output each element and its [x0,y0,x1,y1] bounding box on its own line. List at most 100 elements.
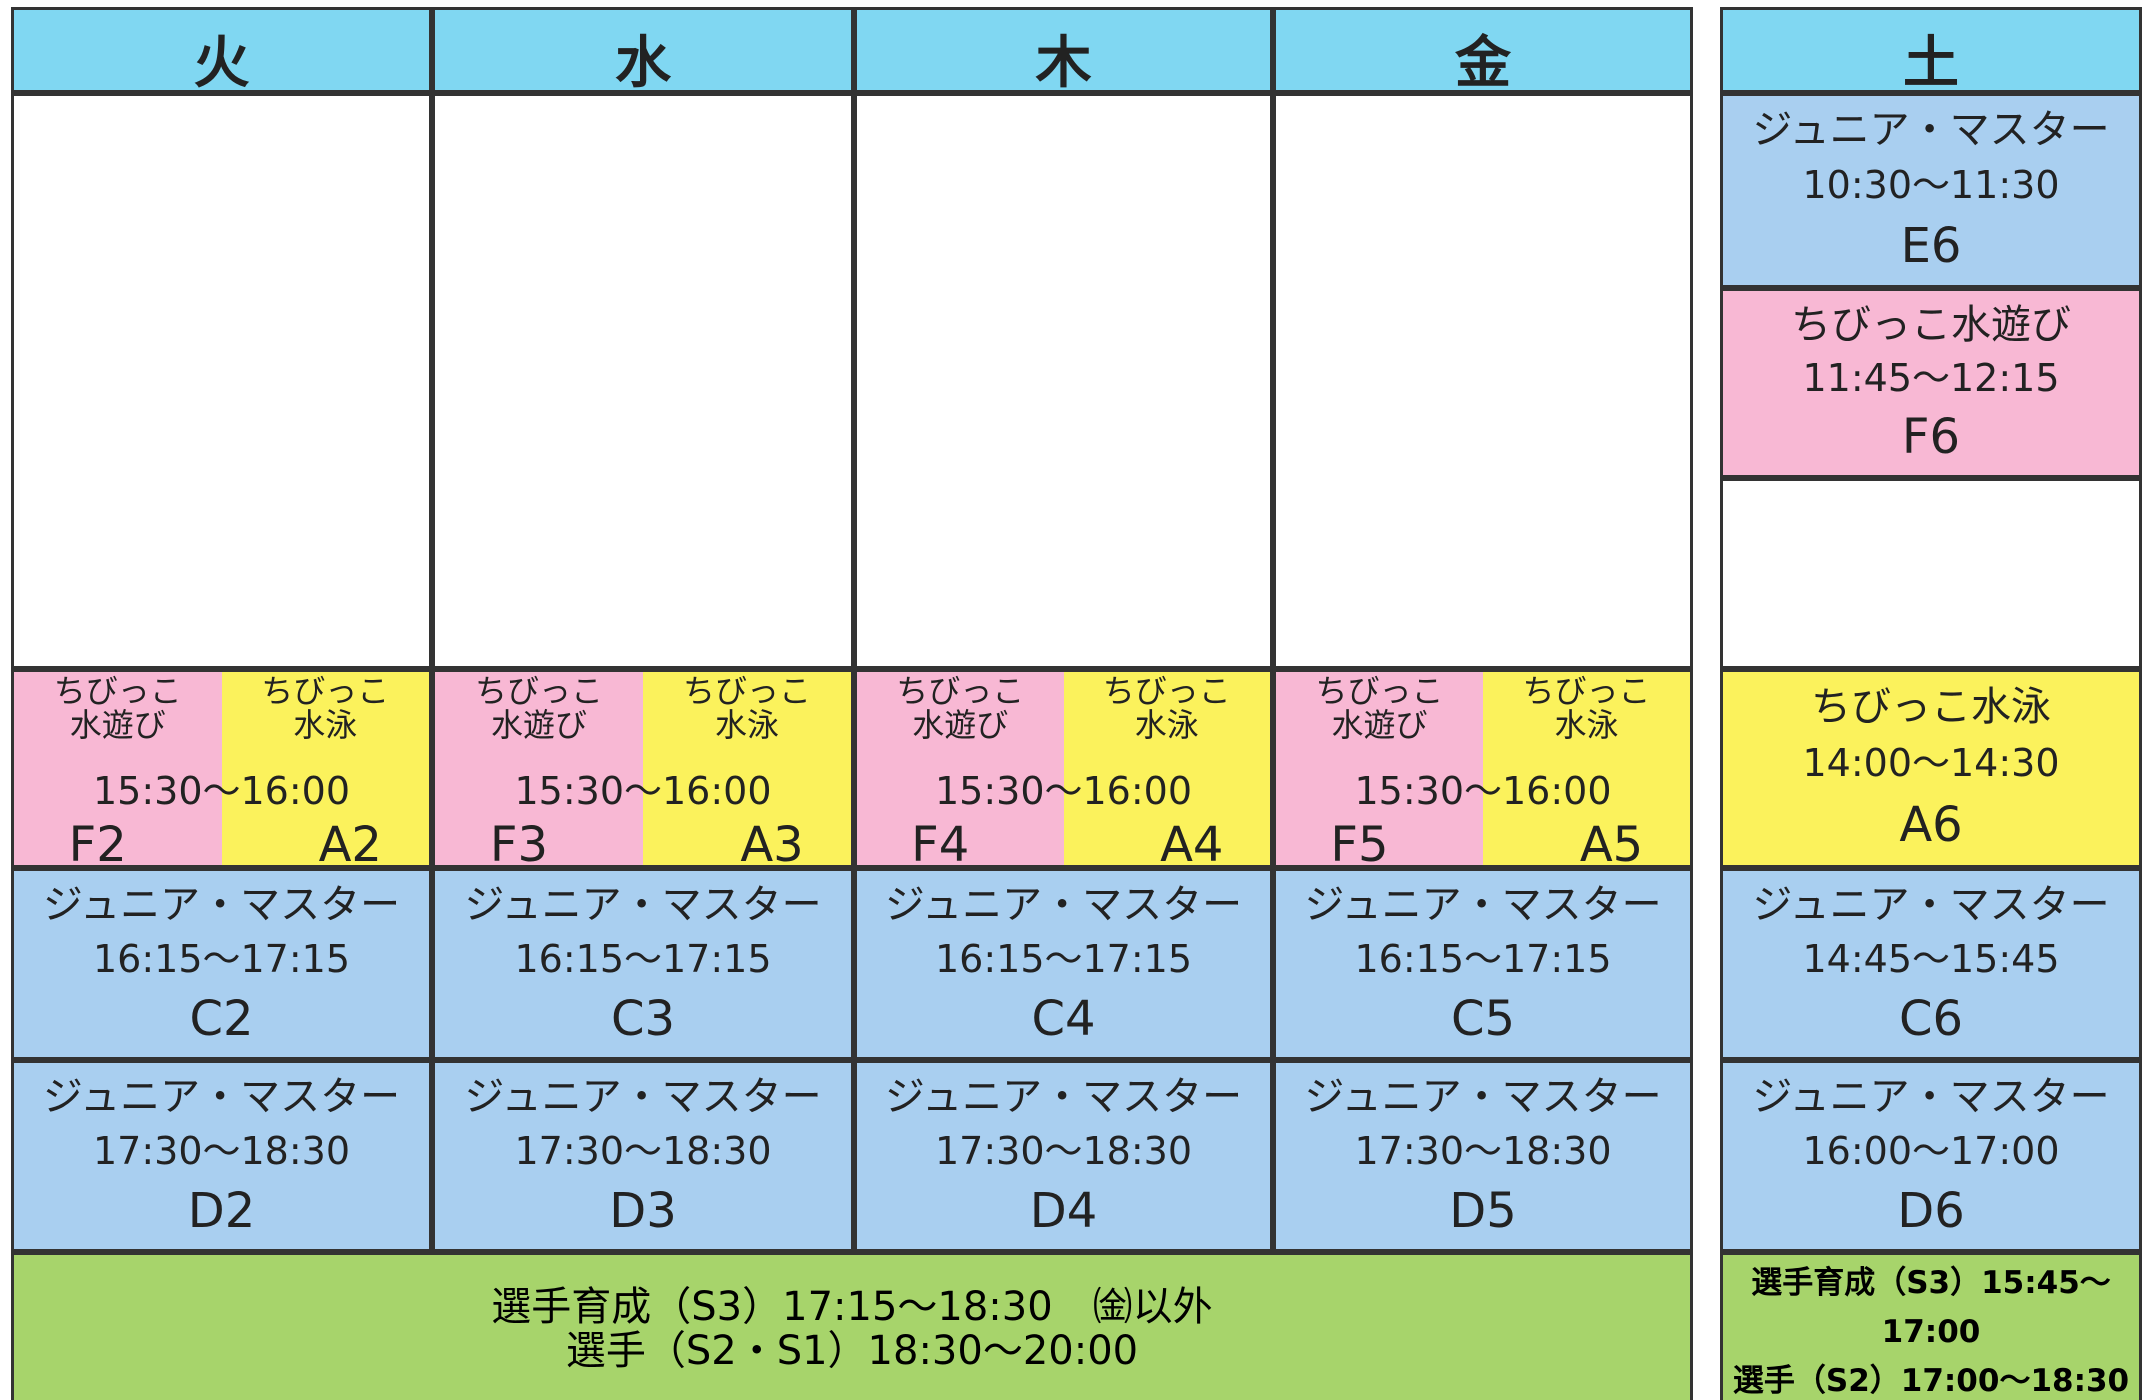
kids-code: F4 [911,817,970,873]
footer-line: 選手（S2・S1）18:30～20:00 [565,1328,1139,1374]
session-code: E6 [1900,218,1962,275]
session-name: ジュニア・マスター [884,881,1243,928]
kids-label: ちびっこ [1315,672,1444,710]
day-header: 水 [432,7,854,96]
kids-label: 水泳 [293,706,358,744]
session-cell: ジュニア・マスター 16:15～17:15 C4 [854,868,1273,1060]
footer-line: 選手（S2）17:00～18:30 [1732,1363,2130,1399]
session-name: ジュニア・マスター [1752,107,2110,154]
kids-time: 15:30～16:00 [934,769,1193,813]
session-time: 16:15～17:15 [514,936,772,981]
kids-label: ちびっこ [682,672,811,710]
day-header: 火 [11,7,432,96]
session-cell: ジュニア・マスター 10:30～11:30 E6 [1720,93,2142,288]
footer-line: 選手育成（S3）15:45～17:00 [1751,1265,2111,1350]
illustration-cell [854,93,1273,669]
kids-code: A2 [318,817,382,873]
day-header: 土 [1720,7,2142,96]
session-code: C5 [1450,990,1516,1047]
day-header: 木 [854,7,1273,96]
session-time: 17:30～18:30 [934,1128,1193,1173]
illustration-cell [1273,93,1693,669]
session-time: 16:15～17:15 [1354,936,1612,981]
day-label: 土 [1903,31,1959,96]
session-cell: ジュニア・マスター 16:15～17:15 C2 [11,868,432,1060]
kids-label: ちびっこ [896,672,1025,710]
kids-label: 水遊び [490,706,587,744]
session-time: 11:45～12:15 [1802,355,2060,400]
session-time: 16:15～17:15 [92,936,351,981]
session-time: 17:30～18:30 [514,1128,772,1173]
session-cell: ジュニア・マスター 16:15～17:15 C3 [432,868,854,1060]
session-time: 16:15～17:15 [934,936,1193,981]
session-code: D3 [609,1182,677,1239]
session-cell: ジュニア・マスター 17:30～18:30 D2 [11,1060,432,1252]
kids-code: F2 [68,817,127,873]
kids-cell: ちびっこ 水遊び ちびっこ 水泳 15:30～16:00 F5 A5 [1273,669,1693,873]
session-name: ジュニア・マスター [1304,881,1662,928]
session-name: ちびっこ水遊び [1791,301,2071,348]
day-label: 木 [1035,31,1092,96]
yellow-half [1063,672,1270,865]
session-code: C2 [189,990,254,1047]
kids-code: A4 [1160,817,1224,873]
kids-cell: ちびっこ 水遊び ちびっこ 水泳 15:30～16:00 F4 A4 [854,669,1273,873]
day-label: 水 [615,31,671,96]
session-name: ジュニア・マスター [1304,1073,1662,1120]
session-name: ジュニア・マスター [464,881,822,928]
footer-line: 選手育成（S3）17:15～18:30 ㈮以外 [491,1284,1213,1330]
kids-cell: ちびっこ 水遊び ちびっこ 水泳 15:30～16:00 F2 A2 [11,669,432,873]
session-cell: ちびっこ水遊び 11:45～12:15 F6 [1720,288,2142,478]
illustration-cell [432,93,854,669]
kids-label: ちびっこ [1102,672,1231,710]
session-cell: ジュニア・マスター 16:15～17:15 C5 [1273,868,1693,1060]
yellow-half [221,672,429,865]
kids-label: ちびっこ [261,672,390,710]
session-time: 17:30～18:30 [92,1128,351,1173]
session-time: 16:00～17:00 [1802,1128,2060,1173]
yellow-half [643,672,851,865]
session-code: D6 [1897,1182,1965,1239]
kids-label: 水泳 [1134,706,1199,744]
session-name: ジュニア・マスター [42,1073,401,1120]
yellow-half [1483,672,1690,865]
session-code: F6 [1901,408,1961,465]
session-code: C3 [610,990,676,1047]
kids-cell: ちびっこ 水遊び ちびっこ 水泳 15:30～16:00 F3 A3 [432,669,854,873]
kids-label: ちびっこ [474,672,603,710]
session-cell: ちびっこ水泳 14:00～14:30 A6 [1720,669,2142,868]
session-code: C4 [1031,990,1096,1047]
day-label: 金 [1455,31,1511,96]
session-code: D5 [1449,1182,1517,1239]
session-time: 14:45～15:45 [1802,936,2060,981]
session-cell: ジュニア・マスター 16:00～17:00 D6 [1720,1060,2142,1252]
day-header: 金 [1273,7,1693,96]
session-name: ジュニア・マスター [464,1073,822,1120]
kids-code: F3 [489,817,549,873]
kids-label: 水遊び [69,706,166,744]
kids-label: 水遊び [912,706,1009,744]
empty-cell [1720,478,2142,669]
footer-cell: 選手育成（S3）17:15～18:30 ㈮以外 選手（S2・S1）18:30～20… [11,1252,1693,1400]
kids-label: ちびっこ [53,672,182,710]
session-name: ジュニア・マスター [884,1073,1243,1120]
footer-cell: 選手育成（S3）15:45～17:00選手（S2）17:00～18:30選手（S… [1720,1252,2142,1400]
kids-label: ちびっこ [1522,672,1651,710]
session-time: 14:00～14:30 [1802,741,2060,786]
kids-time: 15:30～16:00 [514,769,772,813]
kids-label: 水泳 [1554,706,1619,744]
session-name: ちびっこ水泳 [1811,684,2051,731]
day-label: 火 [193,31,250,96]
session-name: ジュニア・マスター [42,881,401,928]
session-cell: ジュニア・マスター 14:45～15:45 C6 [1720,868,2142,1060]
session-name: ジュニア・マスター [1752,881,2110,928]
session-time: 17:30～18:30 [1354,1128,1612,1173]
session-code: C6 [1898,990,1964,1047]
kids-code: F5 [1330,817,1389,873]
kids-label: 水遊び [1331,706,1428,744]
session-cell: ジュニア・マスター 17:30～18:30 D5 [1273,1060,1693,1252]
session-cell: ジュニア・マスター 17:30～18:30 D4 [854,1060,1273,1252]
kids-time: 15:30～16:00 [1354,769,1612,813]
session-code: D2 [187,1182,256,1239]
session-cell: ジュニア・マスター 17:30～18:30 D3 [432,1060,854,1252]
